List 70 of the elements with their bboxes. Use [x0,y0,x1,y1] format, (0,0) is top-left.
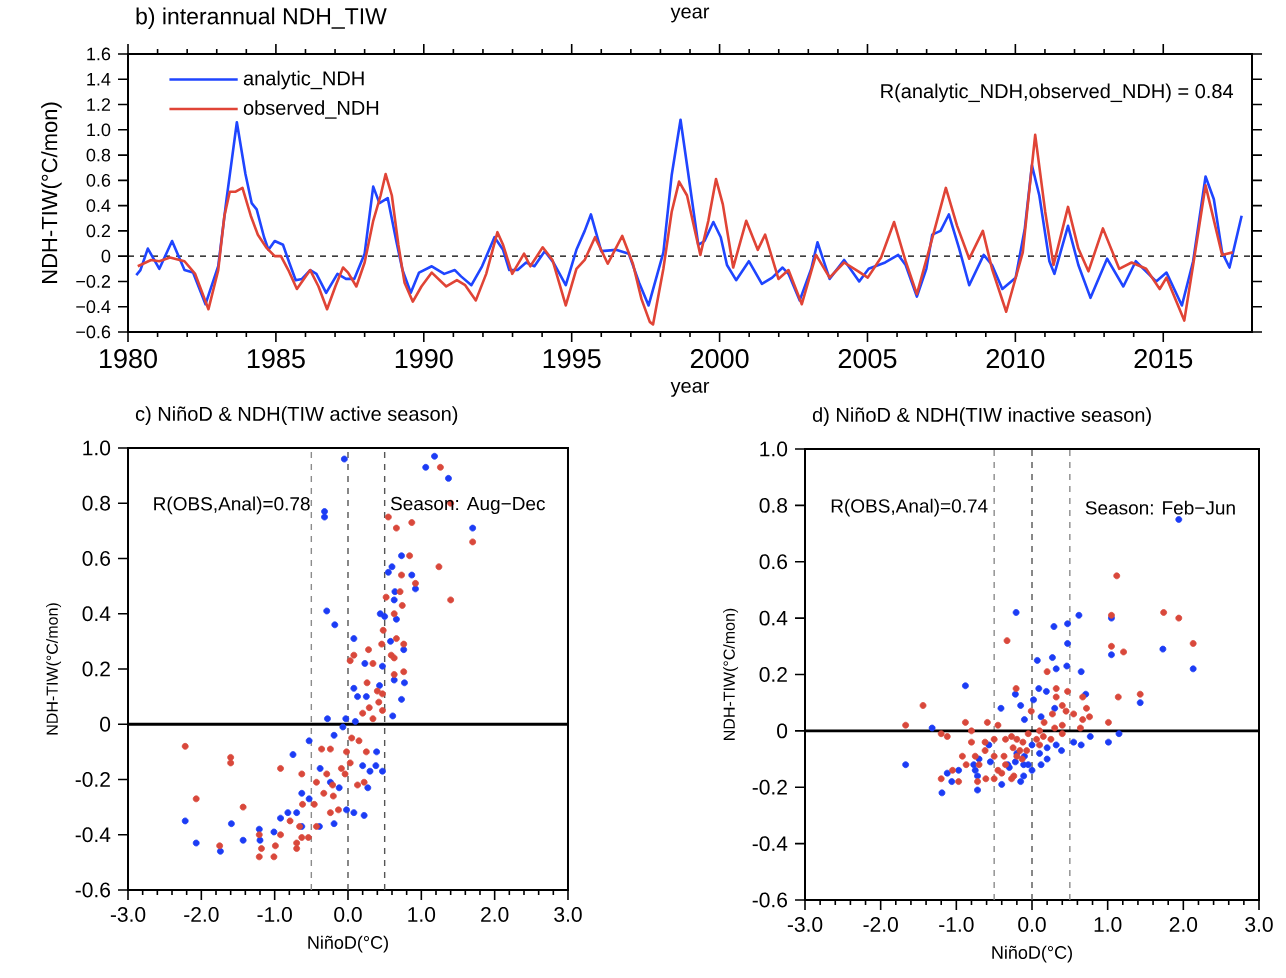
annotation: R(OBS,Anal)=0.74 [831,498,988,517]
y-tick-label: 0.6 [82,551,111,566]
x-tick-label: 1.0 [1094,917,1122,932]
y-tick-label: -0.2 [752,779,787,795]
chart-title: b) interannual NDH_TIW [136,7,387,29]
y-tick-label: 0.2 [86,224,111,238]
y-tick-label: 0.4 [86,199,111,213]
y-tick-label: −0.6 [76,325,111,339]
x-tick-label: 0.0 [1018,917,1046,932]
y-tick-label: 1.0 [83,440,111,456]
y-tick-label: -0.4 [75,827,111,843]
y-tick-label: 1.4 [87,73,111,86]
x-tick-label: 2005 [838,349,897,369]
x-tick-label: 2015 [1134,349,1193,369]
x-tick-label: 2000 [690,349,749,369]
chart-title: d) NiñoD & NDH(TIW inactive season) [812,407,1151,426]
y-tick-label: -0.6 [75,882,111,898]
x-tick-label: 0.0 [334,907,362,922]
x-tick-label: 1985 [247,349,305,369]
x-axis-title: year [670,381,710,397]
y-tick-label: 0.6 [86,173,111,187]
x-axis-title: NiñoD(°C) [992,945,1072,963]
y-tick-label: 0.4 [82,606,111,622]
line-series [136,133,1235,326]
y-tick-label: 0 [100,716,111,732]
x-tick-label: 1990 [395,349,453,369]
y-tick-label: 0 [101,249,111,263]
y-tick-label: 0.2 [759,667,787,682]
x-tick-label: 3.0 [554,907,582,922]
y-tick-label: 0.2 [82,661,110,677]
text: year [670,7,710,23]
annotation: R(analytic_NDH,observed_NDH) = 0.84 [881,83,1234,103]
y-tick-label: 1.0 [760,441,788,457]
y-tick-label: 1.6 [87,47,111,61]
y-tick-label: 0.8 [82,495,111,511]
x-tick-label: 3.0 [1245,917,1273,932]
y-tick-label: 0.8 [759,497,788,513]
annotation: Season: Feb−Jun [1085,500,1235,515]
annotation: R(OBS,Anal)=0.78 [154,496,310,515]
y-axis-title: NDH-TIW(°C/mon) [41,102,62,283]
x-tick-label: 2010 [986,349,1045,369]
x-tick-label: -2.0 [863,917,898,932]
legend-label: analytic_NDH [243,70,364,90]
x-tick-label: -2.0 [184,907,219,922]
annotation: Season: Aug−Dec [390,496,545,515]
y-tick-label: -0.6 [752,892,788,908]
legend-label: observed_NDH [243,100,379,119]
x-tick-label: 1980 [100,349,157,369]
y-tick-label: 1.2 [87,98,111,111]
y-tick-label: 1.0 [87,123,111,137]
x-axis-title: NiñoD(°C) [308,935,388,953]
x-tick-label: -1.0 [257,907,292,922]
y-axis-title: NDH-TIW(°C/mon) [723,608,739,740]
x-tick-label: 1995 [543,349,601,369]
y-tick-label: -0.2 [75,772,110,787]
y-tick-label: −0.2 [76,275,111,288]
y-axis-title: NDH-TIW(°C/mon) [46,603,62,735]
chart-title: c) NiñoD & NDH(TIW active season) [135,406,458,425]
x-tick-label: -3.0 [787,917,823,932]
y-tick-label: -0.4 [752,836,788,852]
x-tick-label: 2.0 [1169,917,1198,932]
x-tick-label: -3.0 [110,907,146,922]
x-tick-label: -1.0 [939,917,974,932]
y-tick-label: 0.4 [759,610,788,626]
y-tick-label: 0 [777,723,788,739]
y-tick-label: −0.4 [76,300,111,314]
x-tick-label: 1.0 [408,907,436,922]
y-tick-label: 0.8 [86,148,111,162]
y-tick-label: 0.6 [759,554,788,570]
x-tick-label: 2.0 [481,907,509,922]
